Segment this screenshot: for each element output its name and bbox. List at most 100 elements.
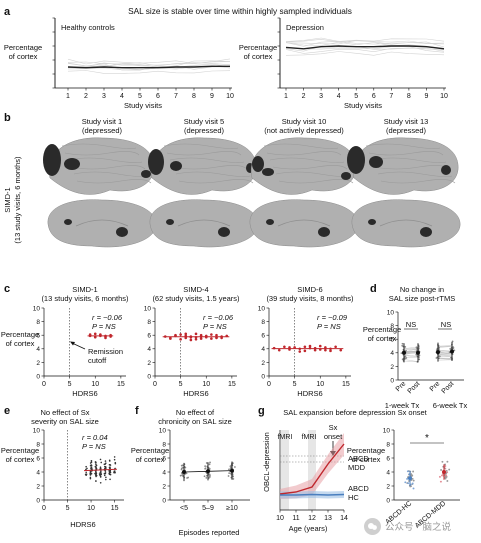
panel-g-scatter-y-tick-label: 6	[386, 455, 390, 462]
panel-e-ylabel-2: of cortex	[6, 455, 35, 464]
data-point	[272, 346, 276, 350]
data-point	[227, 475, 230, 477]
data-point	[329, 349, 332, 353]
panel-f-y-tick-label: 2	[162, 483, 166, 490]
sal-patch	[252, 156, 264, 172]
data-point	[406, 470, 409, 473]
brain-sulcus	[371, 157, 447, 163]
x-tick-label: 5–9	[202, 505, 214, 512]
data-point	[204, 467, 207, 470]
data-point	[209, 461, 211, 464]
panel-e-y-tick-label: 8	[36, 441, 40, 448]
data-point	[225, 334, 229, 338]
stat-p: P = NS	[203, 322, 227, 331]
data-point	[184, 336, 188, 340]
x-tick-label: 3	[319, 93, 323, 100]
x-tick-label: ≥10	[226, 505, 238, 512]
panel-e-title-2: severity on SAL size	[31, 417, 99, 426]
data-point	[103, 474, 106, 477]
remission-arrowhead	[70, 341, 75, 346]
data-point	[412, 479, 415, 482]
panel-c-y-tick-label: 10	[33, 305, 41, 312]
data-point	[99, 471, 102, 474]
data-point	[113, 458, 116, 461]
individual-line	[285, 45, 445, 53]
brain-medial-view-3	[249, 199, 359, 248]
panel-a-right-mean-line	[285, 45, 445, 50]
x-tick-label: 10	[316, 381, 324, 388]
sal-patch	[341, 172, 351, 180]
brain-column-title-4: Study visit 13	[384, 117, 429, 126]
panel-f-y-tick-label: 4	[162, 469, 166, 476]
panel-c-y-tick-label: 6	[147, 333, 151, 340]
brain-column-subtitle-2: (depressed)	[184, 126, 225, 135]
panel-d-y-tick-label: 6	[390, 337, 394, 344]
data-point	[88, 333, 92, 336]
data-point	[103, 463, 106, 466]
subplot-subtitle: (62 study visits, 1.5 years)	[152, 294, 240, 303]
brain-column-title-2: Study visit 5	[184, 117, 224, 126]
data-point	[108, 471, 111, 473]
brain-surface	[351, 199, 461, 248]
x-axis-label: HDRS6	[297, 389, 322, 398]
data-point	[85, 465, 87, 468]
data-point	[220, 335, 223, 338]
brain-sulcus	[269, 157, 345, 163]
sal-patch	[64, 158, 80, 170]
data-point	[210, 333, 213, 336]
panel-c-y-tick-label: 2	[261, 360, 265, 367]
panel-b-side-label-1: SIMD-1	[3, 187, 12, 212]
panel-f-xlabel: Episodes reported	[179, 528, 240, 537]
x-axis-label: HDRS6	[183, 389, 208, 398]
data-point	[93, 335, 97, 338]
watermark-logo-icon	[364, 517, 381, 535]
data-point	[412, 470, 415, 473]
panel-c-y-tick-label: 2	[147, 360, 151, 367]
sal-patch	[166, 219, 174, 225]
data-point	[93, 332, 97, 336]
data-point	[89, 471, 92, 473]
x-tick-label: Post	[407, 380, 422, 395]
panel-g-scatter-y-tick-label: 10	[383, 427, 391, 434]
data-point	[444, 465, 447, 468]
data-point	[324, 346, 327, 349]
data-point	[298, 350, 302, 353]
subplot-title: SIMD-4	[183, 285, 208, 294]
x-tick-label: 10	[91, 381, 99, 388]
panel-a-left-mean-line	[67, 65, 230, 69]
data-point	[439, 480, 442, 483]
x-tick-label: 4	[120, 93, 124, 100]
x-tick-label: 9	[210, 93, 214, 100]
panel-c-y-tick-label: 6	[36, 333, 40, 340]
data-point	[228, 472, 231, 475]
brain-sulcus	[377, 171, 453, 177]
data-point	[444, 476, 447, 479]
x-tick-label: 5	[354, 93, 358, 100]
data-point	[194, 332, 198, 336]
data-point	[181, 464, 184, 467]
brain-sulcus	[64, 151, 140, 156]
data-point	[438, 355, 441, 358]
data-point	[401, 342, 404, 345]
data-point	[208, 463, 211, 466]
x-tick-label: Pre	[395, 380, 408, 393]
abcd-mdd-label-1: ABCD	[348, 454, 369, 463]
panel-letter-b: b	[4, 112, 11, 124]
data-point	[199, 335, 203, 338]
data-point	[228, 468, 230, 471]
data-point	[90, 461, 93, 464]
panel-c-y-tick-label: 6	[261, 333, 265, 340]
data-point	[411, 477, 414, 480]
data-point	[95, 474, 98, 477]
brain-sulcus	[75, 219, 129, 227]
data-point	[404, 345, 407, 348]
data-point	[94, 465, 97, 468]
individual-line	[285, 40, 445, 45]
data-point	[89, 476, 92, 479]
panel-c-ylabel-1: Percentage	[1, 330, 39, 339]
brain-sulcus	[177, 219, 231, 227]
x-tick-label: 10	[202, 381, 210, 388]
fmri-window-2	[308, 430, 316, 510]
data-point	[293, 346, 296, 349]
